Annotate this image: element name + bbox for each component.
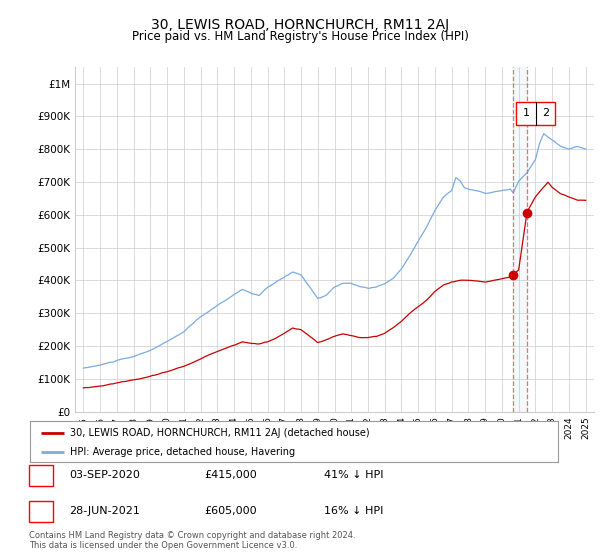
Text: Contains HM Land Registry data © Crown copyright and database right 2024.
This d: Contains HM Land Registry data © Crown c…	[29, 530, 355, 550]
Bar	[513, 67, 527, 412]
Text: 2: 2	[542, 109, 549, 118]
Text: 28-JUN-2021: 28-JUN-2021	[69, 506, 140, 516]
Text: 1: 1	[37, 470, 44, 480]
Text: 30, LEWIS ROAD, HORNCHURCH, RM11 2AJ: 30, LEWIS ROAD, HORNCHURCH, RM11 2AJ	[151, 18, 449, 32]
FancyBboxPatch shape	[516, 102, 555, 125]
Text: HPI: Average price, detached house, Havering: HPI: Average price, detached house, Have…	[70, 447, 295, 457]
Text: 2: 2	[37, 506, 44, 516]
Text: £415,000: £415,000	[204, 470, 257, 480]
Text: Price paid vs. HM Land Registry's House Price Index (HPI): Price paid vs. HM Land Registry's House …	[131, 30, 469, 43]
Text: 30, LEWIS ROAD, HORNCHURCH, RM11 2AJ (detached house): 30, LEWIS ROAD, HORNCHURCH, RM11 2AJ (de…	[70, 428, 369, 437]
Text: 03-SEP-2020: 03-SEP-2020	[69, 470, 140, 480]
Text: 1: 1	[523, 109, 529, 118]
Text: 41% ↓ HPI: 41% ↓ HPI	[324, 470, 383, 480]
Text: 16% ↓ HPI: 16% ↓ HPI	[324, 506, 383, 516]
Text: £605,000: £605,000	[204, 506, 257, 516]
